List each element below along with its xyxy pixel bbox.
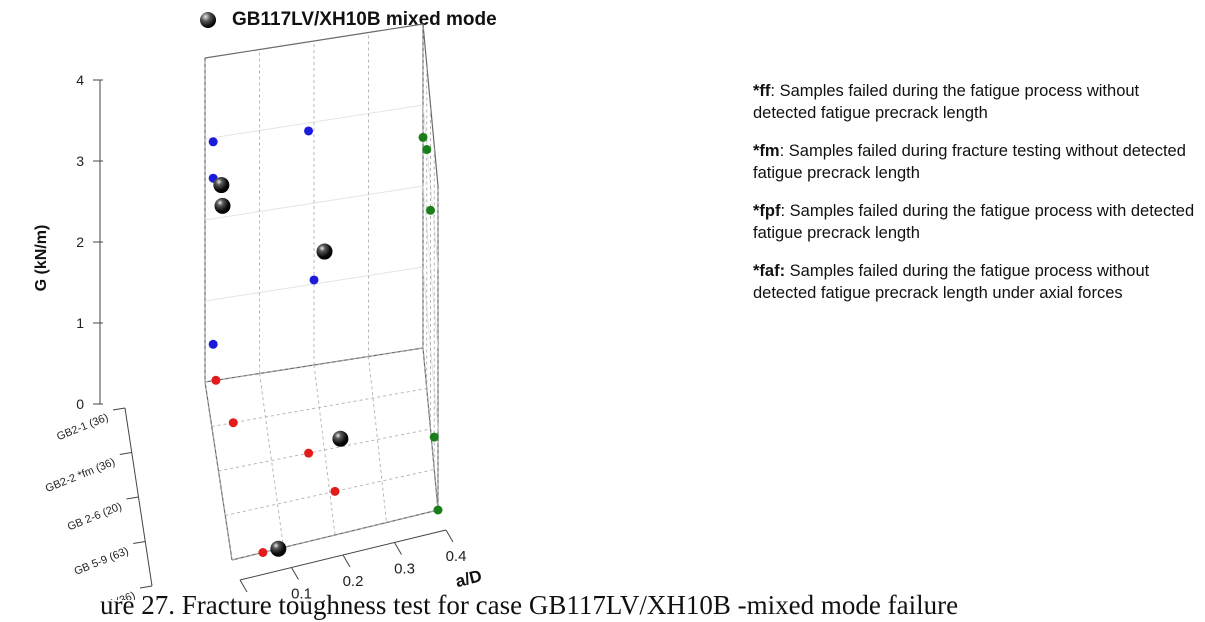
- data-point: [270, 540, 287, 557]
- note-text: : Samples failed during the fatigue proc…: [753, 202, 1195, 242]
- projection-point-green: [433, 505, 443, 515]
- z-tick-label: 0: [76, 396, 84, 412]
- projection-point-green: [422, 145, 432, 155]
- figure-caption: ure 27. Fracture toughness test for case…: [100, 590, 959, 620]
- z-tick-label: 1: [76, 315, 84, 331]
- y-tick: [139, 585, 153, 589]
- data-point: [332, 430, 349, 447]
- y-tick: [112, 407, 126, 411]
- axis-ticks: 0 1 2 3 4 0.0 0.1 0.2 0.3 0.4 GB2-1 (36) GB2-2 *fm …: [44, 72, 467, 601]
- x-axis-line: [239, 529, 447, 581]
- x-tick-label: 0.1: [291, 586, 312, 601]
- note-key: *faf:: [753, 262, 786, 280]
- data-point: [316, 243, 333, 260]
- note-ff: *ff: Samples failed during the fatigue p…: [753, 80, 1203, 124]
- grid-line: [231, 509, 439, 561]
- projection-point-blue: [309, 275, 319, 285]
- projection-point-green: [426, 205, 435, 215]
- x-tick-label: 0.3: [394, 561, 415, 578]
- note-key: *fpf: [753, 202, 781, 220]
- y-tick: [133, 541, 146, 544]
- x-tick-label: 0.0: [240, 598, 261, 600]
- axis-labels: G (kN/m) a/D: [33, 225, 484, 591]
- projection-point-green: [418, 132, 428, 142]
- projection-point-blue: [208, 137, 218, 147]
- projection-point-red: [304, 448, 314, 458]
- y-tick: [119, 452, 132, 455]
- y-tick-label: GB2-1 (36): [55, 412, 110, 444]
- projection-point-red: [211, 375, 221, 385]
- x-tick-label: 0.4: [446, 548, 467, 565]
- y-tick-label: GB 5-9 (63): [73, 545, 131, 578]
- projection-point-blue: [304, 126, 314, 136]
- projection-point-green: [429, 432, 439, 442]
- data-marks: [208, 126, 443, 557]
- y-tick-label: GB2-2 *fm (36): [44, 456, 117, 495]
- y-tick-label: GB 2-6 (20): [66, 501, 124, 534]
- chart-3d-scatter: 0 1 2 3 4 0.0 0.1 0.2 0.3 0.4 GB2-1 (36) GB2-2 *fm …: [33, 23, 484, 601]
- frame-edge: [204, 23, 424, 59]
- z-tick-label: 3: [76, 153, 84, 169]
- x-tick: [291, 567, 299, 580]
- z-tick-label: 4: [76, 72, 84, 88]
- projection-point-red: [228, 418, 238, 428]
- note-text: Samples failed during the fatigue proces…: [753, 262, 1150, 302]
- note-text: : Samples failed during fracture testing…: [753, 142, 1186, 182]
- x-tick: [445, 529, 454, 543]
- note-text: : Samples failed during the fatigue proc…: [753, 82, 1140, 122]
- notes-panel: *ff: Samples failed during the fatigue p…: [753, 80, 1203, 320]
- legend: GB117LV/XH10B mixed mode: [200, 9, 497, 31]
- legend-marker-icon: [200, 12, 216, 28]
- x-tick: [394, 542, 402, 555]
- z-tick-label: 2: [76, 234, 84, 250]
- legend-label: GB117LV/XH10B mixed mode: [232, 9, 497, 30]
- grid-line: [313, 364, 336, 536]
- x-axis-title: a/D: [454, 566, 484, 591]
- projection-point-red: [330, 486, 340, 496]
- x-tick: [239, 579, 248, 593]
- note-key: *ff: [753, 82, 771, 100]
- note-key: *fm: [753, 142, 780, 160]
- note-fpf: *fpf: Samples failed during the fatigue …: [753, 200, 1203, 244]
- frame-edge: [422, 23, 439, 187]
- grid-line: [259, 373, 284, 548]
- projection-point-red: [258, 548, 268, 557]
- projection-point-blue: [208, 339, 218, 349]
- note-faf: *faf: Samples failed during the fatigue …: [753, 260, 1203, 304]
- data-point: [214, 197, 231, 214]
- note-fm: *fm: Samples failed during fracture test…: [753, 140, 1203, 184]
- z-axis-title: G (kN/m): [33, 225, 50, 292]
- plot-frame: [204, 23, 439, 561]
- y-tick: [126, 496, 139, 500]
- grid-line: [368, 356, 387, 523]
- data-point: [213, 177, 230, 194]
- x-tick-label: 0.2: [343, 573, 364, 590]
- grid-line: [204, 381, 233, 561]
- grid-lines: [204, 24, 439, 561]
- x-tick: [342, 554, 351, 568]
